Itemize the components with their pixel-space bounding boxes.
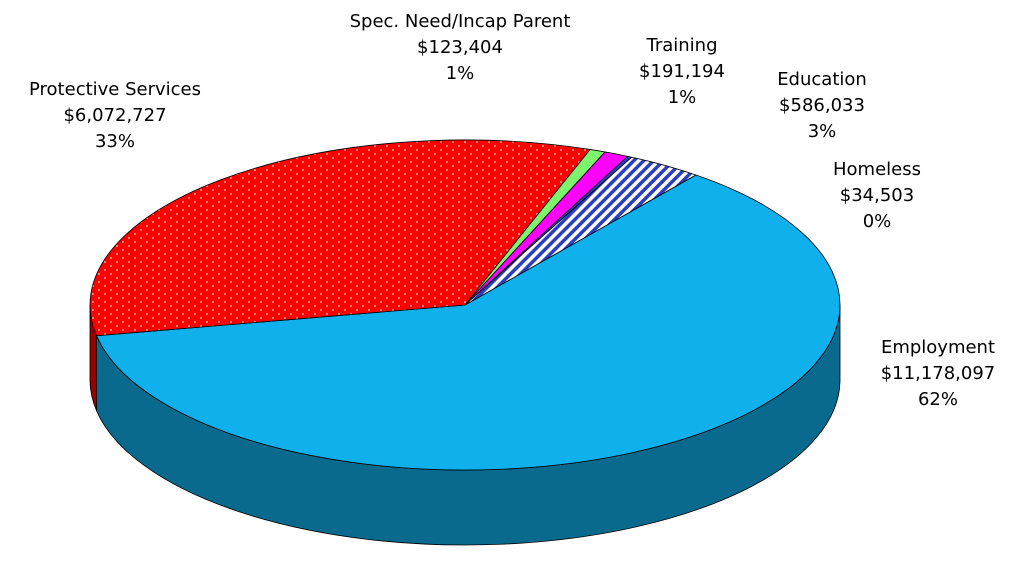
percent-label: 0%	[863, 211, 892, 232]
percent-label: 3%	[808, 121, 837, 142]
slice-label: Education	[777, 69, 867, 90]
slice-label: Spec. Need/Incap Parent	[350, 11, 571, 32]
slice	[464, 156, 697, 306]
percent-label: 33%	[95, 131, 135, 152]
slice-label: Homeless	[833, 159, 921, 180]
slice	[89, 139, 591, 337]
value-label: $11,178,097	[881, 363, 996, 384]
value-label: $123,404	[417, 37, 503, 58]
value-label: $586,033	[779, 95, 865, 116]
slice-label: Training	[645, 35, 717, 56]
slice	[96, 174, 841, 471]
percent-label: 1%	[668, 87, 697, 108]
slice-label: Protective Services	[29, 79, 201, 100]
value-label: $191,194	[639, 61, 725, 82]
slice-label: Employment	[881, 337, 995, 358]
value-label: $34,503	[840, 185, 914, 206]
value-label: $6,072,727	[63, 105, 166, 126]
percent-label: 62%	[918, 389, 958, 410]
percent-label: 1%	[446, 63, 475, 84]
